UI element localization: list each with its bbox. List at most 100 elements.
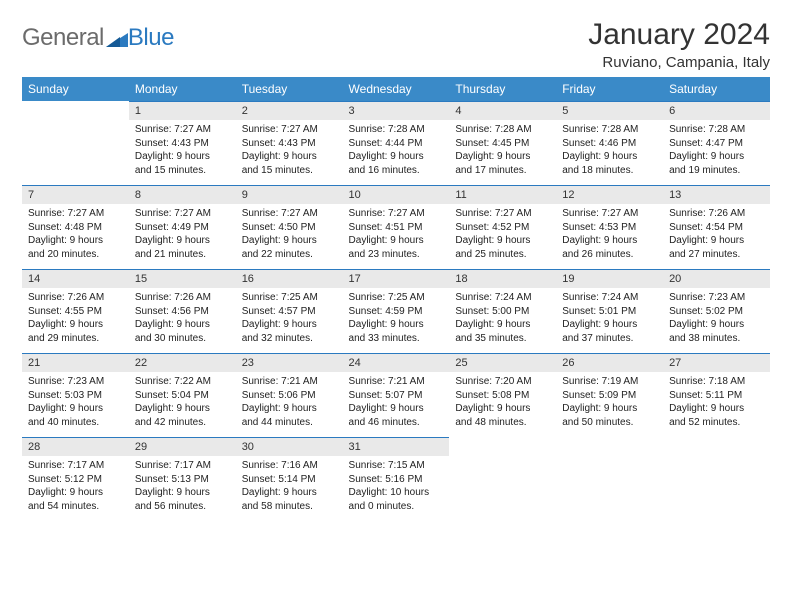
daylight-text-1: Daylight: 9 hours [242, 486, 337, 500]
sunrise-text: Sunrise: 7:25 AM [242, 291, 337, 305]
calendar-day-cell: 12Sunrise: 7:27 AMSunset: 4:53 PMDayligh… [556, 185, 663, 269]
day-info: Sunrise: 7:21 AMSunset: 5:06 PMDaylight:… [236, 372, 343, 429]
day-number-bar: 3 [343, 101, 450, 120]
sunset-text: Sunset: 4:44 PM [349, 137, 444, 151]
day-info: Sunrise: 7:23 AMSunset: 5:02 PMDaylight:… [663, 288, 770, 345]
calendar-week-row: 28Sunrise: 7:17 AMSunset: 5:12 PMDayligh… [22, 437, 770, 521]
calendar-day-cell [556, 437, 663, 521]
sunset-text: Sunset: 4:43 PM [135, 137, 230, 151]
calendar-day-cell: 30Sunrise: 7:16 AMSunset: 5:14 PMDayligh… [236, 437, 343, 521]
day-number-bar: 21 [22, 353, 129, 372]
day-number-bar: 13 [663, 185, 770, 204]
sunset-text: Sunset: 4:51 PM [349, 221, 444, 235]
daylight-text-2: and 33 minutes. [349, 332, 444, 346]
daylight-text-2: and 37 minutes. [562, 332, 657, 346]
daylight-text-2: and 16 minutes. [349, 164, 444, 178]
day-info: Sunrise: 7:19 AMSunset: 5:09 PMDaylight:… [556, 372, 663, 429]
day-number-bar: 26 [556, 353, 663, 372]
day-info: Sunrise: 7:17 AMSunset: 5:12 PMDaylight:… [22, 456, 129, 513]
day-number-bar: 10 [343, 185, 450, 204]
sunset-text: Sunset: 5:02 PM [669, 305, 764, 319]
calendar-day-cell: 16Sunrise: 7:25 AMSunset: 4:57 PMDayligh… [236, 269, 343, 353]
day-info: Sunrise: 7:27 AMSunset: 4:49 PMDaylight:… [129, 204, 236, 261]
location-subtitle: Ruviano, Campania, Italy [588, 54, 770, 71]
daylight-text-1: Daylight: 9 hours [349, 234, 444, 248]
sunrise-text: Sunrise: 7:26 AM [669, 207, 764, 221]
day-info: Sunrise: 7:27 AMSunset: 4:50 PMDaylight:… [236, 204, 343, 261]
daylight-text-1: Daylight: 9 hours [242, 402, 337, 416]
day-number-bar: 2 [236, 101, 343, 120]
sunrise-text: Sunrise: 7:21 AM [242, 375, 337, 389]
daylight-text-2: and 23 minutes. [349, 248, 444, 262]
sunset-text: Sunset: 5:12 PM [28, 473, 123, 487]
sunset-text: Sunset: 4:52 PM [455, 221, 550, 235]
sunrise-text: Sunrise: 7:28 AM [455, 123, 550, 137]
daylight-text-2: and 22 minutes. [242, 248, 337, 262]
calendar-day-cell [22, 101, 129, 185]
sunrise-text: Sunrise: 7:23 AM [669, 291, 764, 305]
sunrise-text: Sunrise: 7:23 AM [28, 375, 123, 389]
sunrise-text: Sunrise: 7:16 AM [242, 459, 337, 473]
calendar-day-cell: 26Sunrise: 7:19 AMSunset: 5:09 PMDayligh… [556, 353, 663, 437]
daylight-text-2: and 20 minutes. [28, 248, 123, 262]
daylight-text-2: and 32 minutes. [242, 332, 337, 346]
daylight-text-2: and 0 minutes. [349, 500, 444, 514]
sunset-text: Sunset: 4:59 PM [349, 305, 444, 319]
weekday-header: Monday [129, 77, 236, 101]
calendar-table: SundayMondayTuesdayWednesdayThursdayFrid… [22, 77, 770, 521]
daylight-text-1: Daylight: 9 hours [242, 234, 337, 248]
daylight-text-2: and 50 minutes. [562, 416, 657, 430]
weekday-header: Saturday [663, 77, 770, 101]
sunset-text: Sunset: 5:07 PM [349, 389, 444, 403]
day-info: Sunrise: 7:17 AMSunset: 5:13 PMDaylight:… [129, 456, 236, 513]
day-number-bar: 20 [663, 269, 770, 288]
daylight-text-1: Daylight: 9 hours [28, 402, 123, 416]
daylight-text-1: Daylight: 9 hours [28, 318, 123, 332]
sunset-text: Sunset: 5:09 PM [562, 389, 657, 403]
daylight-text-1: Daylight: 9 hours [28, 486, 123, 500]
sunset-text: Sunset: 5:14 PM [242, 473, 337, 487]
daylight-text-2: and 18 minutes. [562, 164, 657, 178]
day-number-bar: 24 [343, 353, 450, 372]
calendar-day-cell: 10 Sunrise: 7:27 AMSunset: 4:51 PMDayligh… [343, 185, 450, 269]
calendar-day-cell [663, 437, 770, 521]
calendar-week-row: 21Sunrise: 7:23 AMSunset: 5:03 PMDayligh… [22, 353, 770, 437]
sunset-text: Sunset: 5:00 PM [455, 305, 550, 319]
calendar-day-cell: 22Sunrise: 7:22 AMSunset: 5:04 PMDayligh… [129, 353, 236, 437]
daylight-text-2: and 26 minutes. [562, 248, 657, 262]
daylight-text-1: Daylight: 9 hours [669, 318, 764, 332]
calendar-day-cell: 19Sunrise: 7:24 AMSunset: 5:01 PMDayligh… [556, 269, 663, 353]
day-number-bar: 1 [129, 101, 236, 120]
calendar-day-cell: 27Sunrise: 7:18 AMSunset: 5:11 PMDayligh… [663, 353, 770, 437]
sunrise-text: Sunrise: 7:27 AM [349, 207, 444, 221]
sunset-text: Sunset: 4:56 PM [135, 305, 230, 319]
daylight-text-2: and 48 minutes. [455, 416, 550, 430]
daylight-text-2: and 58 minutes. [242, 500, 337, 514]
sunset-text: Sunset: 4:48 PM [28, 221, 123, 235]
daylight-text-1: Daylight: 9 hours [135, 150, 230, 164]
day-info: Sunrise: 7:27 AMSunset: 4:43 PMDaylight:… [236, 120, 343, 177]
day-info: Sunrise: 7:28 AMSunset: 4:45 PMDaylight:… [449, 120, 556, 177]
day-number-bar: 31 [343, 437, 450, 456]
day-info: Sunrise: 7:25 AMSunset: 4:57 PMDaylight:… [236, 288, 343, 345]
calendar-day-cell: 11Sunrise: 7:27 AMSunset: 4:52 PMDayligh… [449, 185, 556, 269]
sunrise-text: Sunrise: 7:27 AM [135, 207, 230, 221]
daylight-text-1: Daylight: 9 hours [28, 234, 123, 248]
sunrise-text: Sunrise: 7:19 AM [562, 375, 657, 389]
daylight-text-1: Daylight: 9 hours [349, 402, 444, 416]
calendar-day-cell: 21Sunrise: 7:23 AMSunset: 5:03 PMDayligh… [22, 353, 129, 437]
calendar-day-cell: 29Sunrise: 7:17 AMSunset: 5:13 PMDayligh… [129, 437, 236, 521]
day-info: Sunrise: 7:27 AMSunset: 4:43 PMDaylight:… [129, 120, 236, 177]
calendar-day-cell: 15Sunrise: 7:26 AMSunset: 4:56 PMDayligh… [129, 269, 236, 353]
logo-text-gray: General [22, 24, 104, 52]
day-number-bar: 29 [129, 437, 236, 456]
day-info: Sunrise: 7:27 AMSunset: 4:53 PMDaylight:… [556, 204, 663, 261]
day-number-bar: 7 [22, 185, 129, 204]
daylight-text-1: Daylight: 9 hours [242, 318, 337, 332]
sunset-text: Sunset: 5:13 PM [135, 473, 230, 487]
day-number-bar: 6 [663, 101, 770, 120]
sunrise-text: Sunrise: 7:24 AM [455, 291, 550, 305]
daylight-text-2: and 54 minutes. [28, 500, 123, 514]
sunset-text: Sunset: 4:47 PM [669, 137, 764, 151]
brand-logo: General Blue [22, 24, 174, 52]
